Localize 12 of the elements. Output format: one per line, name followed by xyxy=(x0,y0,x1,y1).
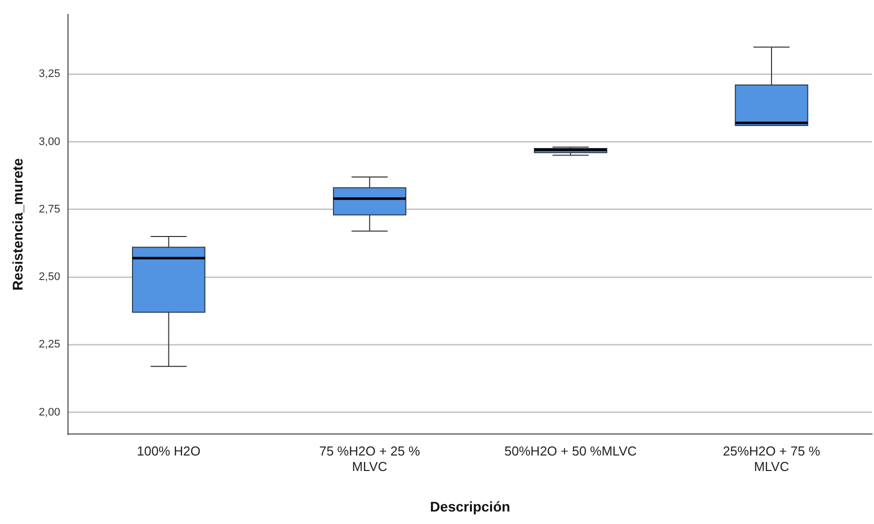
y-tick-label: 2,75 xyxy=(38,203,60,216)
x-tick-label: 75 %H2O + 25 % MLVC xyxy=(319,443,420,474)
y-tick-label: 2,00 xyxy=(38,406,60,418)
y-tick-label: 3,25 xyxy=(38,68,60,80)
x-tick-label: 25%H2O + 75 % MLVC xyxy=(722,443,821,474)
x-tick-label: 100% H2O xyxy=(136,443,200,458)
x-tick-label: 50%H2O + 50 %MLVC xyxy=(504,443,637,458)
y-tick-label: 2,50 xyxy=(38,271,60,284)
y-axis-title: Resistencia_murete xyxy=(9,158,26,290)
y-tick-label: 3,00 xyxy=(38,136,60,148)
y-tick-label: 2,25 xyxy=(38,338,60,351)
x-axis-title: Descripción xyxy=(430,498,510,514)
